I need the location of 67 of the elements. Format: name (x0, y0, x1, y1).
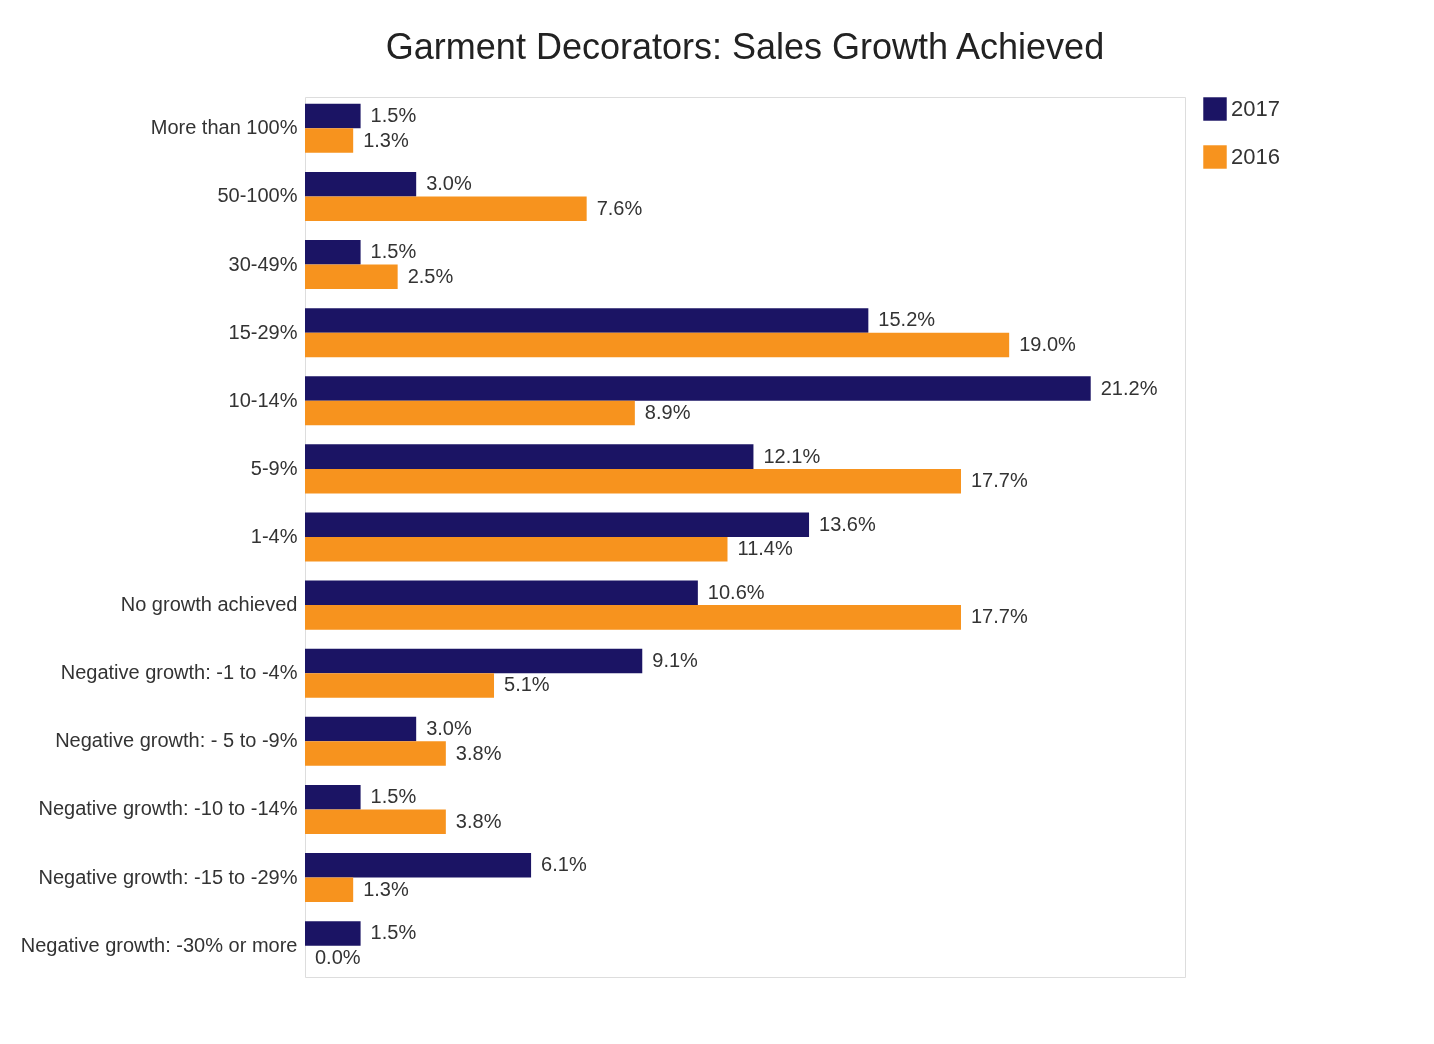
bar (305, 512, 810, 537)
bar (305, 332, 1010, 358)
data-label: 7.6% (596, 196, 643, 219)
bar (305, 877, 354, 903)
y-tick-label: 50-100% (217, 184, 298, 207)
bar (305, 240, 361, 265)
bar (305, 400, 635, 426)
bar (305, 648, 643, 674)
y-tick-label: 5-9% (250, 456, 298, 479)
data-label: 5.1% (504, 673, 550, 696)
chart-title: Garment Decorators: Sales Growth Achieved (385, 26, 1105, 67)
bar (305, 741, 446, 766)
data-label: 1.5% (370, 240, 417, 263)
data-label: 21.2% (1100, 376, 1158, 399)
y-tick-label: Negative growth: -30% or more (20, 933, 298, 956)
bar (305, 605, 961, 630)
data-label: 3.8% (455, 809, 502, 832)
bar (305, 264, 398, 290)
data-label: 3.0% (426, 717, 472, 740)
bar (305, 444, 754, 469)
y-tick-label: 30-49% (228, 252, 298, 275)
data-label: 3.8% (455, 741, 502, 764)
bar (305, 308, 869, 333)
bar (305, 376, 1091, 401)
data-label: 17.7% (971, 469, 1028, 492)
data-label: 6.1% (541, 853, 587, 876)
y-tick-label: Negative growth: - 5 to -9% (55, 729, 298, 752)
bar (305, 128, 354, 153)
y-tick-label: More than 100% (150, 116, 298, 139)
legend-label: 2016 (1231, 144, 1280, 169)
bar (305, 673, 495, 698)
bar (305, 196, 587, 221)
bar (305, 921, 361, 946)
y-tick-label: Negative growth: -10 to -14% (38, 797, 298, 820)
y-tick-label: Negative growth: -15 to -29% (38, 865, 298, 888)
data-label: 1.5% (370, 785, 417, 808)
bar (305, 580, 698, 606)
bar (305, 103, 361, 129)
data-label: 15.2% (878, 308, 936, 331)
bar (305, 537, 728, 562)
data-label: 11.4% (737, 537, 793, 560)
y-tick-label: 1-4% (250, 525, 298, 547)
data-label: 1.5% (370, 921, 417, 944)
bar (305, 716, 417, 742)
data-label: 1.5% (370, 104, 417, 127)
y-tick-label: 10-14% (228, 388, 298, 411)
y-tick-label: Negative growth: -1 to -4% (60, 661, 298, 684)
legend-label: 2017 (1231, 96, 1280, 121)
bar (305, 853, 532, 878)
data-label: 12.1% (763, 444, 821, 467)
data-label: 9.1% (652, 648, 699, 671)
bar (305, 468, 961, 494)
data-label: 1.3% (363, 877, 409, 900)
data-label: 19.0% (1019, 332, 1077, 355)
data-label: 17.7% (971, 605, 1028, 628)
data-label: 8.9% (644, 401, 691, 424)
bar (305, 809, 446, 834)
data-label: 3.0% (426, 172, 472, 195)
bar (305, 171, 417, 197)
y-tick-label: 15-29% (228, 320, 298, 343)
data-label: 13.6% (819, 512, 876, 535)
data-label: 0.0% (315, 945, 361, 968)
y-tick-label: No growth achieved (120, 593, 298, 616)
bar (305, 784, 361, 810)
data-label: 10.6% (707, 580, 765, 603)
data-label: 2.5% (407, 264, 454, 287)
data-label: 1.3% (363, 128, 409, 151)
